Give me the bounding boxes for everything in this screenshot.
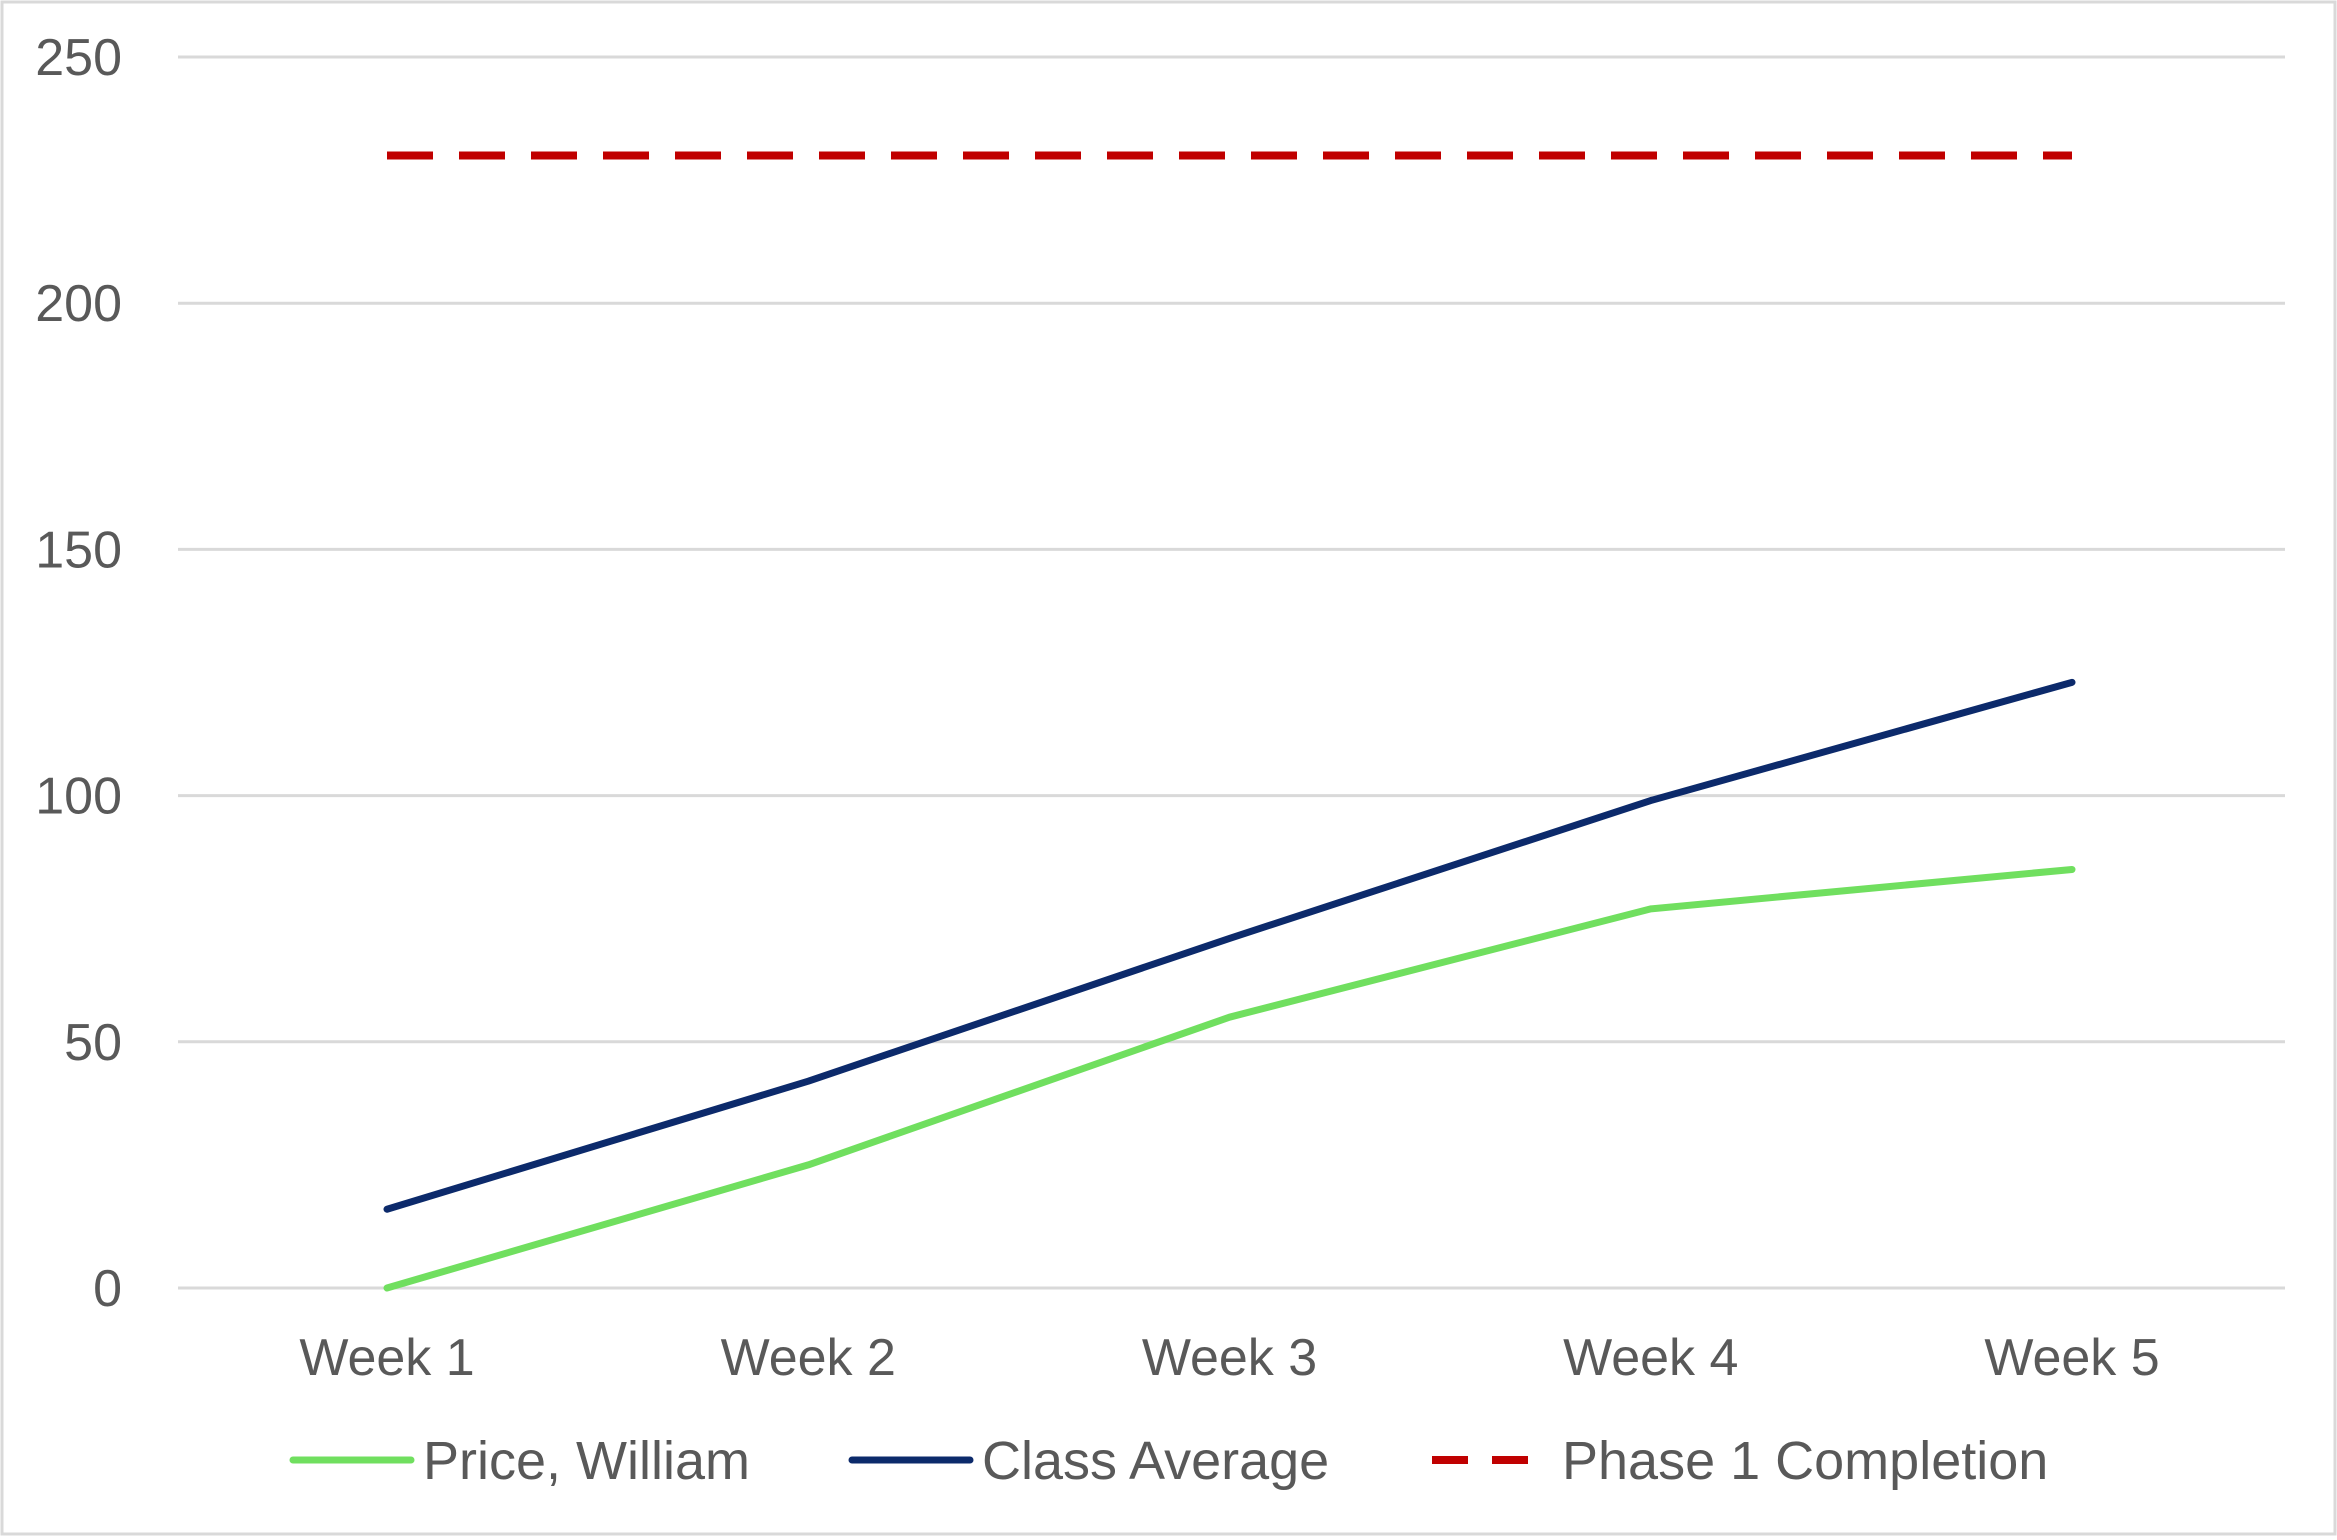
y-axis-tick-labels: 0 50 100 150 200 250	[35, 29, 122, 1318]
x-tick-label: Week 4	[1563, 1329, 1738, 1387]
legend: Price, William Class Average Phase 1 Compl…	[289, 1431, 2048, 1491]
series-line-1	[383, 678, 2076, 1213]
legend-label: Class Average	[982, 1431, 1329, 1491]
x-tick-label: Week 5	[1984, 1329, 2159, 1387]
gridlines	[178, 55, 2285, 1290]
y-tick-label: 150	[35, 521, 122, 579]
x-tick-label: Week 3	[1142, 1329, 1317, 1387]
legend-label: Price, William	[423, 1431, 750, 1491]
y-tick-label: 0	[93, 1260, 122, 1318]
x-axis-tick-labels: Week 1 Week 2 Week 3 Week 4 Week 5	[299, 1329, 2159, 1387]
y-tick-label: 100	[35, 768, 122, 826]
y-tick-label: 250	[35, 29, 122, 87]
series-lines	[383, 151, 2076, 1292]
series-line-0	[383, 865, 2076, 1292]
y-tick-label: 200	[35, 275, 122, 333]
legend-label: Phase 1 Completion	[1562, 1431, 2048, 1491]
x-tick-label: Week 2	[721, 1329, 896, 1387]
y-tick-label: 50	[64, 1014, 122, 1072]
x-tick-label: Week 1	[299, 1329, 474, 1387]
